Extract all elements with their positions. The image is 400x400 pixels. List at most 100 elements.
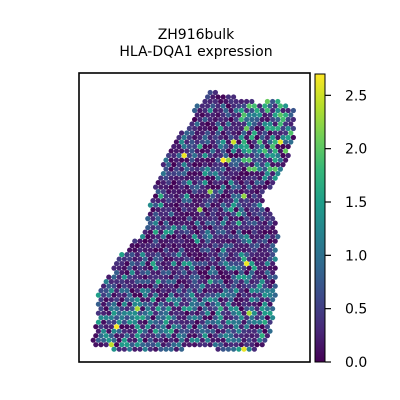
spot xyxy=(168,166,174,172)
spot xyxy=(166,324,172,330)
spot xyxy=(205,319,211,325)
spot xyxy=(155,198,161,204)
spot xyxy=(124,270,130,276)
spot xyxy=(259,171,265,177)
spot xyxy=(254,143,260,150)
spot xyxy=(181,216,187,222)
spot xyxy=(197,207,203,213)
spot xyxy=(179,256,185,262)
spot xyxy=(262,292,268,298)
spot xyxy=(225,184,231,190)
spot xyxy=(111,283,117,289)
spot xyxy=(246,148,252,154)
spot xyxy=(218,306,224,312)
spot xyxy=(176,207,182,213)
spot xyxy=(231,184,237,190)
spot xyxy=(199,130,205,136)
spot xyxy=(171,270,177,276)
spot xyxy=(108,324,114,330)
spot xyxy=(212,216,218,222)
spot xyxy=(223,171,229,177)
spot xyxy=(189,274,195,280)
spot xyxy=(238,342,244,348)
spot xyxy=(210,157,216,163)
spot xyxy=(129,252,135,258)
spot xyxy=(176,324,182,330)
spot xyxy=(210,94,216,100)
spot xyxy=(249,333,255,339)
spot xyxy=(192,171,198,177)
spatial-plot-area xyxy=(78,72,311,363)
spot xyxy=(129,315,135,321)
spot xyxy=(231,112,237,118)
spot xyxy=(267,310,273,316)
spot xyxy=(121,337,127,343)
spot xyxy=(228,315,234,321)
spot xyxy=(241,148,247,154)
spot xyxy=(121,319,127,325)
spot xyxy=(212,342,218,348)
spot xyxy=(158,346,164,352)
spot xyxy=(129,279,135,285)
spot xyxy=(155,243,161,249)
spot xyxy=(236,139,242,145)
spot xyxy=(181,297,187,303)
spot xyxy=(220,175,226,181)
spot xyxy=(207,134,213,141)
spot xyxy=(163,175,169,181)
spot xyxy=(254,261,260,267)
spot xyxy=(158,256,164,262)
spot xyxy=(238,116,244,123)
spot xyxy=(155,324,161,330)
spot xyxy=(270,180,276,186)
spot xyxy=(275,162,281,168)
spot xyxy=(220,256,226,262)
spot xyxy=(173,319,179,325)
spot xyxy=(241,121,247,127)
spot xyxy=(264,125,270,132)
spot xyxy=(119,288,125,294)
spot xyxy=(244,288,250,294)
spot xyxy=(231,310,237,316)
spot xyxy=(231,247,237,253)
spot xyxy=(257,274,263,280)
spot xyxy=(199,211,205,217)
spot xyxy=(158,283,164,289)
spot xyxy=(189,166,195,172)
spot xyxy=(257,148,263,154)
spot xyxy=(197,198,203,204)
spot xyxy=(106,319,112,325)
spot xyxy=(259,279,265,285)
spot xyxy=(254,324,260,330)
spot xyxy=(290,107,296,114)
spot xyxy=(220,121,226,127)
spot xyxy=(223,324,229,330)
spot xyxy=(262,238,268,244)
spot xyxy=(103,279,109,285)
spot xyxy=(186,125,192,132)
spot xyxy=(246,229,252,235)
spot xyxy=(197,134,203,141)
spot xyxy=(218,180,224,186)
spot xyxy=(166,252,172,258)
spot xyxy=(189,229,195,235)
spot xyxy=(259,261,265,267)
spot xyxy=(270,134,276,141)
spot xyxy=(114,297,120,303)
spot xyxy=(257,130,263,136)
spot xyxy=(205,220,211,226)
spot xyxy=(176,225,182,231)
spot xyxy=(228,279,234,285)
spot xyxy=(184,274,190,280)
spot xyxy=(238,134,244,141)
spot xyxy=(124,342,130,348)
spot xyxy=(192,225,198,231)
spot xyxy=(231,175,237,181)
spot xyxy=(241,193,247,199)
spot xyxy=(166,152,172,159)
spot xyxy=(218,162,224,168)
spot xyxy=(176,198,182,204)
spot xyxy=(205,184,211,190)
spot xyxy=(205,139,211,145)
spot xyxy=(236,112,242,118)
